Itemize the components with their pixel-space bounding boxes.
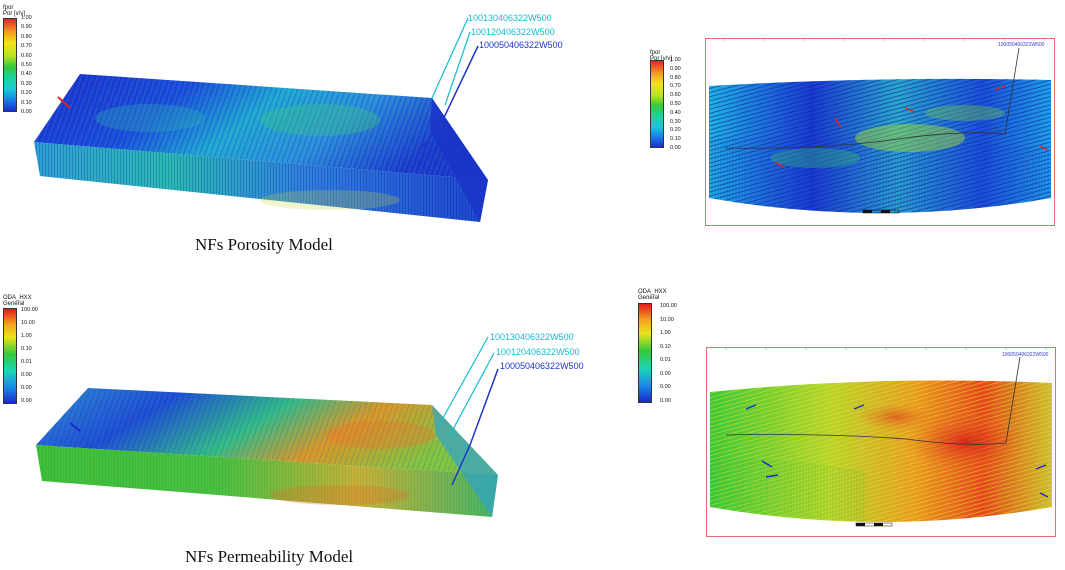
tick-label: 1.00 bbox=[21, 15, 32, 21]
tick-label: 0.00 bbox=[660, 397, 671, 404]
porosity-3d-panel: fpor Por [v/v] 1.00 0.90 0.80 0.70 0.60 … bbox=[0, 0, 600, 265]
tick-label: 0.20 bbox=[670, 127, 681, 134]
tick-label: 0.60 bbox=[670, 92, 681, 99]
tick-label: 0.70 bbox=[670, 83, 681, 90]
porosity-map-panel: fpor Por [v/v] 1.00 0.90 0.80 0.70 0.60 … bbox=[600, 0, 1065, 265]
tick-label: 0.90 bbox=[670, 65, 681, 72]
well-label: 100120406322W500 bbox=[471, 27, 555, 37]
tick-label: 1.00 bbox=[670, 57, 681, 63]
permeability-map-colorbar: ODA_HXX General 100.00 10.00 1.00 0.10 0… bbox=[638, 289, 677, 404]
map-well-label: 100050406322W500 bbox=[1002, 352, 1049, 358]
permeability-map-surface bbox=[710, 347, 1052, 527]
porosity-map-colorbar: fpor Por [v/v] 1.00 0.90 0.80 0.70 0.60 … bbox=[650, 50, 681, 151]
tick-label: 0.00 bbox=[21, 372, 32, 378]
tick-label: 0.40 bbox=[21, 71, 32, 78]
tick-label: 0.30 bbox=[670, 118, 681, 125]
tick-label: 0.10 bbox=[21, 346, 32, 352]
tick-label: 0.70 bbox=[21, 43, 32, 50]
permeability-map-frame bbox=[706, 347, 1056, 537]
colorbar-gradient bbox=[3, 18, 17, 112]
tick-label: 0.00 bbox=[670, 145, 681, 151]
colorbar-title: fpor bbox=[650, 50, 661, 56]
scale-bar bbox=[862, 209, 900, 214]
tick-label: 0.50 bbox=[670, 101, 681, 107]
colorbar-subtitle: Por [v/v] bbox=[3, 11, 26, 17]
tick-label: 0.10 bbox=[670, 136, 681, 143]
tick-label: 0.90 bbox=[21, 24, 32, 31]
colorbar-ticks: 100.00 10.00 1.00 0.10 0.01 0.00 0.00 0.… bbox=[660, 303, 692, 407]
porosity-colorbar: fpor Por [v/v] 1.00 0.90 0.80 0.70 0.60 … bbox=[3, 5, 32, 115]
tick-label: 0.30 bbox=[21, 80, 32, 87]
permeability-map-panel: ODA_HXX General 100.00 10.00 1.00 0.10 0… bbox=[600, 285, 1065, 570]
colorbar-gradient bbox=[3, 308, 17, 404]
tick-label: 0.00 bbox=[21, 109, 32, 115]
tick-label: 0.40 bbox=[670, 109, 681, 116]
tick-label: 0.50 bbox=[21, 62, 32, 68]
colorbar-gradient bbox=[650, 60, 664, 148]
tick-label: 100.00 bbox=[21, 307, 38, 313]
tick-label: 0.10 bbox=[660, 343, 671, 350]
tick-label: 10.00 bbox=[660, 316, 674, 323]
tick-label: 1.00 bbox=[660, 330, 671, 336]
colorbar-title: ODA_HXX bbox=[3, 295, 32, 301]
well-label: 100130406322W500 bbox=[490, 332, 574, 342]
tick-label: 0.00 bbox=[660, 370, 671, 377]
tick-label: 0.00 bbox=[21, 385, 32, 391]
well-label: 100120406322W500 bbox=[496, 347, 580, 357]
scale-bar bbox=[855, 522, 893, 527]
colorbar-ticks: 100.00 10.00 1.00 0.10 0.01 0.00 0.00 0.… bbox=[21, 307, 51, 407]
tick-label: 10.00 bbox=[21, 320, 35, 326]
colorbar-title: ODA_HXX bbox=[638, 289, 667, 295]
well-label: 100050406322W500 bbox=[479, 40, 563, 50]
porosity-3d-block bbox=[34, 17, 488, 222]
tick-label: 0.00 bbox=[660, 384, 671, 390]
tick-label: 0.80 bbox=[670, 74, 681, 81]
permeability-colorbar: ODA_HXX General 100.00 10.00 1.00 0.10 0… bbox=[3, 295, 38, 404]
tick-label: 1.00 bbox=[21, 333, 32, 339]
porosity-map-frame bbox=[705, 38, 1055, 226]
tick-label: 0.01 bbox=[21, 359, 32, 365]
colorbar-ticks: 1.00 0.90 0.80 0.70 0.60 0.50 0.40 0.30 … bbox=[670, 57, 700, 153]
porosity-map-surface bbox=[709, 38, 1051, 214]
tick-label: 0.80 bbox=[21, 33, 32, 40]
colorbar-ticks: 1.00 0.90 0.80 0.70 0.60 0.50 0.40 0.30 … bbox=[21, 15, 51, 115]
permeability-caption: NFs Permeability Model bbox=[185, 547, 354, 566]
tick-label: 0.01 bbox=[660, 357, 671, 363]
colorbar-title: fpor bbox=[3, 5, 14, 11]
tick-label: 0.20 bbox=[21, 90, 32, 97]
colorbar-subtitle: General bbox=[638, 295, 660, 301]
map-well-label: 100050406322W500 bbox=[998, 42, 1045, 48]
permeability-3d-block bbox=[36, 336, 499, 517]
tick-label: 100.00 bbox=[660, 303, 677, 309]
porosity-caption: NFs Porosity Model bbox=[195, 235, 333, 254]
tick-label: 0.10 bbox=[21, 99, 32, 106]
well-label: 100130406322W500 bbox=[468, 13, 552, 23]
tick-label: 0.00 bbox=[21, 398, 32, 404]
well-label: 100050406322W500 bbox=[500, 361, 584, 371]
colorbar-subtitle: General bbox=[3, 301, 25, 307]
colorbar-gradient bbox=[638, 303, 652, 403]
permeability-3d-panel: ODA_HXX General 100.00 10.00 1.00 0.10 0… bbox=[0, 285, 600, 570]
tick-label: 0.60 bbox=[21, 52, 32, 59]
colorbar-subtitle: Por [v/v] bbox=[650, 56, 673, 62]
